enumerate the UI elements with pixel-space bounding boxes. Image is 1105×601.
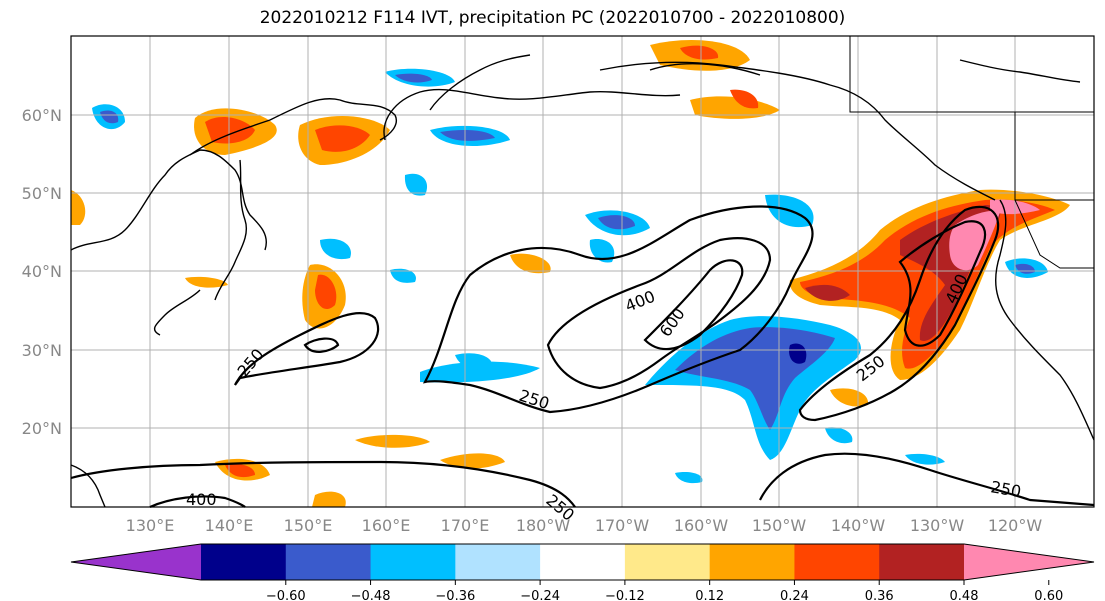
latitude-labels: 60°N 50°N 40°N 30°N 20°N [22, 106, 62, 438]
precip-patch [675, 472, 703, 484]
precip-patch [825, 427, 853, 444]
lon-label: 120°W [988, 516, 1043, 535]
precip-patch [355, 434, 430, 448]
precip-patch [205, 116, 255, 144]
ivt-contour-250 [303, 337, 340, 353]
lon-label: 170°W [595, 516, 650, 535]
precip-patch [589, 239, 615, 263]
colorbar-swatch [455, 544, 541, 580]
colorbar-tick-label: −0.12 [605, 589, 645, 601]
precip-cool-complex [789, 343, 807, 364]
lat-label: 40°N [22, 262, 62, 281]
lat-label: 20°N [22, 419, 62, 438]
precip-patch [680, 45, 719, 60]
longitude-labels: 130°E 140°E 150°E 160°E 170°E 180°W 170°… [126, 516, 1043, 535]
ivt-contour-400 [898, 220, 987, 347]
lon-label: 160°W [674, 516, 729, 535]
lon-label: 130°W [910, 516, 965, 535]
ivt-contour-400 [546, 237, 772, 390]
ivt-contour-250 [422, 205, 814, 414]
precip-patch [455, 353, 493, 370]
map-panel: 400 600 250 250 250 250 400 400 250 [70, 35, 1095, 525]
precip-patch [510, 253, 551, 274]
precip-patch [395, 73, 432, 83]
colorbar-tick-label: 0.24 [780, 589, 809, 601]
colorbar-swatch [624, 544, 711, 580]
ivt-contour-250 [798, 205, 1000, 422]
lat-label: 50°N [22, 184, 62, 203]
precip-patch [390, 268, 416, 283]
colorbar-tick-label: 0.48 [950, 589, 979, 601]
political-borders [849, 36, 1094, 269]
colorbar: −0.60 −0.48 −0.36 −0.24 −0.12 0.12 0.24 0.36 0.4… [70, 543, 1095, 601]
colorbar-outline [70, 543, 1095, 581]
precip-patch [830, 388, 869, 407]
lon-label: 150°E [284, 516, 333, 535]
ivt-contour-600 [643, 259, 744, 351]
colorbar-tick-label: 0.12 [695, 589, 724, 601]
ivt-contour-250 [234, 312, 380, 386]
precip-patch [730, 89, 759, 109]
colorbar-tick-label: −0.60 [266, 589, 306, 601]
precip-patch [598, 215, 635, 230]
precip-plume [805, 284, 850, 301]
precip-patch [420, 361, 540, 383]
colorbar-swatch [540, 544, 626, 580]
lon-label: 170°E [441, 516, 490, 535]
precip-plume [800, 199, 1055, 369]
colorbar-tick-label: −0.48 [351, 589, 391, 601]
colorbar-tick-label: −0.24 [520, 589, 560, 601]
colorbar-tick-label: −0.36 [435, 589, 475, 601]
colorbar-swatch [709, 544, 795, 580]
precip-patch [312, 491, 346, 507]
lat-label: 60°N [22, 106, 62, 125]
lon-label: 180°W [516, 516, 571, 535]
colorbar-swatch [794, 544, 880, 580]
colorbar-swatch [879, 544, 965, 580]
colorbar-tick-label: 0.60 [1034, 589, 1063, 601]
lon-label: 150°W [752, 516, 807, 535]
precip-patch [100, 110, 119, 124]
lon-label: 140°E [205, 516, 254, 535]
precip-patch [320, 238, 351, 260]
lon-label: 160°E [362, 516, 411, 535]
precip-patch [440, 453, 505, 469]
colorbar-extend-high [964, 544, 1094, 580]
colorbar-extend-low [71, 544, 201, 580]
precip-patch [71, 190, 86, 225]
colorbar-swatch [201, 544, 287, 580]
precip-patch [404, 173, 428, 196]
precip-patch [440, 130, 495, 141]
colorbar-tick-label: 0.36 [865, 589, 894, 601]
contour-label: 400 [186, 490, 217, 509]
precip-patch [315, 274, 337, 310]
lat-label: 30°N [22, 341, 62, 360]
colorbar-swatch [285, 544, 372, 580]
colorbar-swatch [370, 544, 456, 580]
ivt-contours [70, 205, 1095, 509]
map-frame [70, 35, 1095, 508]
precip-shading [71, 40, 1070, 507]
graticule [71, 36, 1094, 507]
lon-label: 140°W [831, 516, 886, 535]
lon-label: 130°E [126, 516, 175, 535]
precip-plume [949, 210, 1000, 271]
precip-patch [225, 464, 255, 478]
precip-patch [905, 453, 945, 465]
precip-patch [315, 125, 370, 152]
map-title: 2022010212 F114 IVT, precipitation PC (2… [259, 8, 846, 28]
precip-patch [185, 276, 228, 288]
coastlines [70, 54, 1095, 508]
